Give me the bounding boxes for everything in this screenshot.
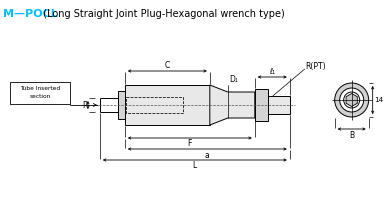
Text: (Long Straight Joint Plug-Hexagonal wrench type): (Long Straight Joint Plug-Hexagonal wren… <box>40 9 285 19</box>
Text: ℓ₁: ℓ₁ <box>269 66 275 75</box>
Text: section: section <box>29 95 51 100</box>
Text: Tube Inserted: Tube Inserted <box>20 87 60 92</box>
Bar <box>268 96 290 114</box>
Text: P: P <box>82 100 86 109</box>
Text: L: L <box>193 162 197 171</box>
Text: 14: 14 <box>374 97 383 103</box>
Text: M—POCL: M—POCL <box>3 9 58 19</box>
Circle shape <box>335 83 369 117</box>
Bar <box>125 85 210 125</box>
Polygon shape <box>210 85 255 125</box>
Text: C: C <box>165 60 170 69</box>
Circle shape <box>340 88 364 112</box>
Text: B: B <box>349 131 354 139</box>
Bar <box>255 89 268 121</box>
Text: a: a <box>205 150 210 160</box>
Circle shape <box>344 92 360 108</box>
Text: D₁: D₁ <box>229 75 238 84</box>
Text: R(PT): R(PT) <box>306 62 326 71</box>
Bar <box>118 91 125 119</box>
Bar <box>126 97 183 113</box>
Polygon shape <box>346 94 357 106</box>
Text: F: F <box>188 139 192 148</box>
Bar <box>10 82 70 104</box>
